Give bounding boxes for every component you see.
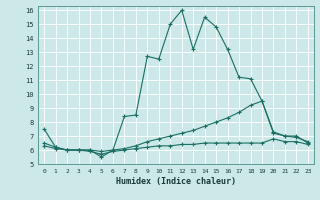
X-axis label: Humidex (Indice chaleur): Humidex (Indice chaleur) [116, 177, 236, 186]
